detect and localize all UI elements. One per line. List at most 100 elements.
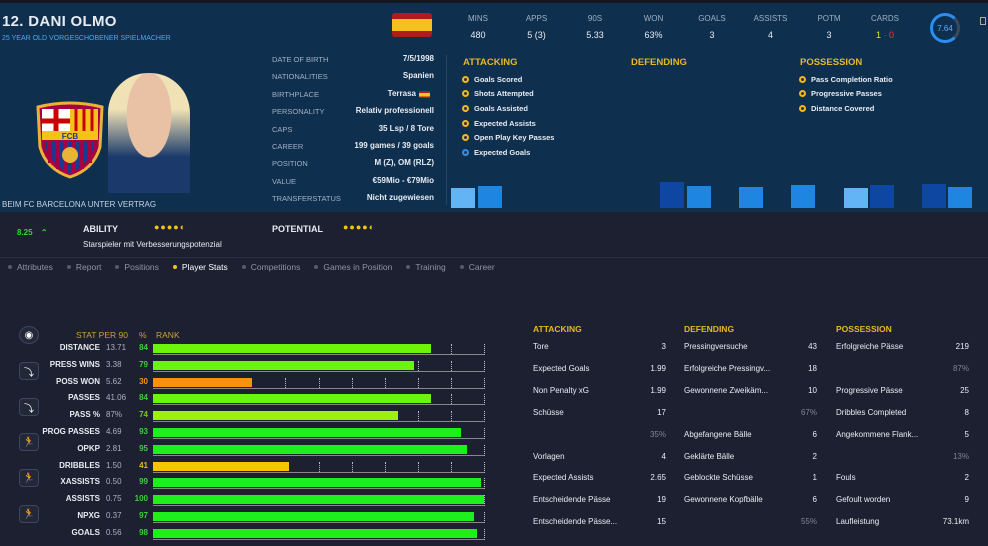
highlight-item[interactable]: Goals Assisted	[462, 101, 554, 116]
highlight-item[interactable]: Goals Scored	[462, 72, 554, 87]
bullet-icon	[462, 104, 469, 112]
tab-career[interactable]: Career	[459, 262, 495, 272]
highlight-item[interactable]: Expected Assists	[462, 116, 554, 131]
table-row: Fouls 2	[836, 473, 969, 482]
highlight-label: Open Play Key Passes	[474, 133, 555, 143]
rank-bar-fill	[153, 461, 289, 471]
perf-label: ASSISTS	[65, 494, 100, 504]
table-row: Dribbles Completed 8	[836, 408, 969, 417]
stat-name: Gefoult worden	[836, 495, 891, 505]
perf-value: 2.81	[106, 443, 122, 453]
pass-icon[interactable]: 🏃	[19, 469, 39, 487]
stat-value: 6	[812, 429, 817, 439]
stat-name: Erfolgreiche Pässe	[836, 342, 904, 351]
perf-percentile: 84	[139, 393, 148, 403]
perf-value: 3.38	[106, 359, 122, 369]
highlights-attacking-title: ATTACKING	[463, 57, 518, 68]
perf-label: GOALS	[71, 527, 100, 537]
highlights-possession-title: POSSESSION	[800, 57, 863, 68]
info-value-text: M (Z), OM (RLZ)	[374, 158, 434, 168]
highlight-item[interactable]: Distance Covered	[799, 101, 893, 116]
perf-row: DRIBBLES 1.50 41	[0, 461, 500, 474]
highlight-label: Goals Scored	[474, 74, 523, 84]
bullet-icon	[799, 75, 806, 83]
table-row: Schüsse 17	[533, 408, 666, 417]
stat-name: Abgefangene Bälle	[684, 429, 752, 439]
rank-bar-track	[153, 377, 485, 389]
highlight-item[interactable]: Progressive Passes	[799, 87, 893, 102]
tab-positions[interactable]: Positions	[115, 262, 159, 272]
cards-value: 1 · 0	[875, 30, 895, 40]
tab-attributes[interactable]: Attributes	[8, 262, 53, 272]
summary-value: 480	[470, 30, 486, 40]
stat-value: 1	[812, 473, 817, 483]
highlight-label: Expected Goals	[474, 147, 531, 157]
tab-label: Player Stats	[181, 262, 228, 272]
bullet-icon	[799, 104, 806, 112]
stat-name: Progressive Pässe	[836, 385, 903, 395]
tab-label: Career	[468, 262, 495, 272]
player-profile-icon[interactable]: ◉	[19, 326, 39, 344]
perf-label: PASS %	[69, 410, 100, 420]
potential-label: POTENTIAL	[272, 224, 323, 234]
stat-name: Dribbles Completed	[836, 407, 907, 417]
info-value-text: 35 Lsp / 8 Tore	[378, 123, 434, 133]
tab-training[interactable]: Training	[406, 262, 446, 272]
bar-square	[478, 186, 502, 208]
tab-player-stats[interactable]: Player Stats	[172, 262, 228, 272]
stat-value: 15	[657, 517, 666, 527]
highlight-item[interactable]: Shots Attempted	[462, 87, 554, 102]
rank-bar-track	[153, 495, 485, 507]
tab-bullet-icon	[314, 265, 319, 269]
table-row: Laufleistung 73.1km	[836, 517, 969, 526]
table-title-possession: POSSESSION	[836, 324, 892, 334]
player-name: 12. DANI OLMO	[2, 13, 117, 30]
table-row: Expected Goals 1.99	[533, 364, 666, 373]
slide-icon[interactable]: ⤵	[19, 398, 39, 416]
rank-tick	[450, 461, 452, 472]
info-value: 7/5/1998	[403, 54, 434, 63]
player-photo	[108, 73, 190, 193]
perf-label: PRESS WINS	[49, 359, 100, 369]
stat-name: Entscheidende Pässe	[533, 495, 611, 505]
highlight-item[interactable]: Expected Goals	[462, 145, 554, 160]
bar-square	[791, 185, 815, 208]
perf-percentile: 98	[139, 527, 148, 537]
tab-label: Competitions	[250, 262, 301, 272]
perf-label: OPKP	[77, 443, 100, 453]
stat-name: Expected Assists	[533, 473, 594, 483]
rank-tick	[417, 360, 419, 371]
tab-report[interactable]: Report	[66, 262, 101, 272]
perf-percentile: 95	[139, 443, 148, 453]
tackle-icon[interactable]: ⤵	[19, 362, 39, 380]
window-icon[interactable]	[980, 17, 986, 25]
bullet-icon	[462, 75, 469, 83]
shoot-icon[interactable]: 🏃	[19, 505, 39, 523]
stat-name: Entscheidende Pässe...	[533, 517, 618, 527]
perf-value: 41.06	[106, 393, 127, 403]
perf-row: DISTANCE 13.71 84	[0, 343, 500, 356]
stat-name: Angekommene Flank...	[836, 429, 919, 439]
stat-name: Geklärte Bälle	[684, 451, 735, 461]
perf-row: GOALS 0.56 98	[0, 528, 500, 541]
stat-value: 6	[812, 495, 817, 505]
perf-value: 0.75	[106, 494, 122, 504]
bar-square	[739, 187, 763, 208]
rank-tick	[318, 461, 320, 472]
stat-value: 5	[964, 429, 969, 439]
stat-name: Vorlagen	[533, 451, 565, 461]
stat-value: 67%	[800, 407, 817, 417]
highlight-item[interactable]: Open Play Key Passes	[462, 130, 554, 145]
highlight-item[interactable]: Pass Completion Ratio	[799, 72, 893, 87]
ability-stars: ●●●●◐	[154, 222, 187, 232]
table-row: Gewonnene Kopfbälle 6	[684, 495, 817, 504]
tab-games-in-position[interactable]: Games in Position	[314, 262, 392, 272]
rank-tick	[417, 411, 419, 422]
rank-bar-track	[153, 512, 485, 523]
rank-bar-track	[153, 344, 485, 355]
tab-competitions[interactable]: Competitions	[241, 262, 301, 272]
perf-row: PASS % 87% 74	[0, 410, 500, 423]
stat-name: Tore	[533, 342, 549, 351]
dribble-icon[interactable]: 🏃	[19, 433, 39, 451]
rank-tick	[450, 360, 452, 371]
